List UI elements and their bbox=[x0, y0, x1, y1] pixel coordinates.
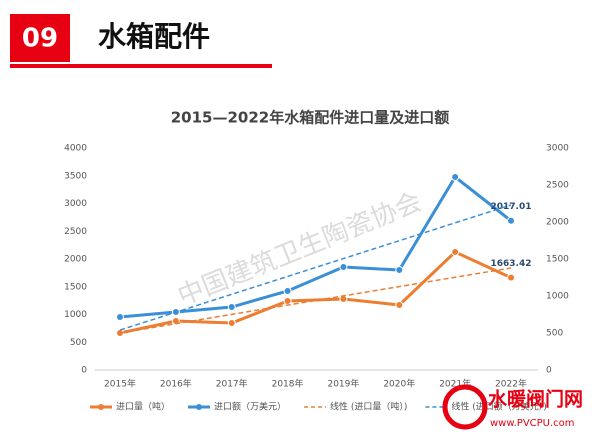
x-tick-label: 2020年 bbox=[383, 378, 415, 390]
y2-tick-label: 2500 bbox=[546, 181, 569, 191]
y-tick-label: 500 bbox=[70, 338, 87, 348]
point bbox=[507, 216, 515, 225]
series-line bbox=[119, 250, 512, 335]
x-tick-label: 2016年 bbox=[160, 378, 192, 390]
logo-url: www.PVCPU.com bbox=[490, 418, 575, 429]
logo-name: 水暖阀门网 bbox=[488, 388, 583, 411]
y-tick-label: 2500 bbox=[64, 227, 87, 237]
x-tick-label: 2018年 bbox=[272, 378, 304, 390]
section-title: 水箱配件 bbox=[98, 20, 210, 53]
watermark: 中国建筑卫生陶瓷协会 bbox=[174, 187, 426, 312]
x-tick-label: 2019年 bbox=[327, 378, 359, 390]
y2-tick-label: 1000 bbox=[546, 292, 569, 302]
point bbox=[116, 313, 124, 322]
x-tick-label: 2015年 bbox=[104, 378, 136, 390]
point bbox=[395, 301, 404, 310]
y-tick-label: 2000 bbox=[64, 255, 87, 265]
number-box bbox=[10, 14, 70, 62]
point bbox=[283, 286, 292, 295]
title-underline bbox=[10, 64, 272, 68]
y2-tick-label: 2000 bbox=[546, 218, 569, 228]
point bbox=[451, 173, 460, 182]
point bbox=[451, 248, 460, 257]
legend-label: 线性 (进口量（吨）) bbox=[330, 401, 407, 413]
point bbox=[339, 262, 348, 271]
point bbox=[283, 297, 292, 306]
x-tick-label: 2017年 bbox=[216, 378, 248, 390]
y2-tick-label: 1500 bbox=[546, 255, 569, 265]
y-tick-label: 3500 bbox=[64, 171, 87, 181]
chart-title: 2015—2022年水箱配件进口量及进口额 bbox=[171, 109, 450, 127]
y-tick-label: 3000 bbox=[64, 199, 87, 209]
trend-line bbox=[119, 204, 512, 331]
data-label: 1663.42 bbox=[491, 259, 532, 269]
logo: 水暖阀门网 www.PVCPU.com bbox=[442, 384, 583, 430]
y2-tick-label: 3000 bbox=[546, 144, 569, 154]
legend-label: 进口额（万美元） bbox=[214, 401, 286, 413]
section-number: 09 bbox=[22, 24, 58, 54]
point bbox=[395, 266, 404, 275]
y-tick-label: 0 bbox=[81, 366, 87, 376]
y2-tick-label: 500 bbox=[546, 329, 563, 339]
y-tick-label: 1000 bbox=[64, 310, 87, 320]
data-label: 2017.01 bbox=[491, 202, 532, 212]
y-tick-label: 1500 bbox=[64, 282, 87, 292]
point bbox=[507, 273, 515, 282]
legend-label: 进口量（吨） bbox=[116, 401, 170, 413]
legend-marker bbox=[196, 404, 203, 410]
x-tick-label: 2022年 bbox=[495, 378, 527, 390]
trend-line bbox=[119, 267, 512, 334]
logo-icon bbox=[442, 384, 488, 430]
y2-tick-label: 0 bbox=[546, 366, 552, 376]
legend-marker bbox=[98, 404, 104, 410]
y-tick-label: 4000 bbox=[64, 144, 87, 154]
point bbox=[227, 303, 236, 312]
legend-label: 线性 (进口额（万美元）) bbox=[451, 401, 546, 413]
point bbox=[227, 318, 236, 327]
series-line bbox=[119, 174, 512, 319]
